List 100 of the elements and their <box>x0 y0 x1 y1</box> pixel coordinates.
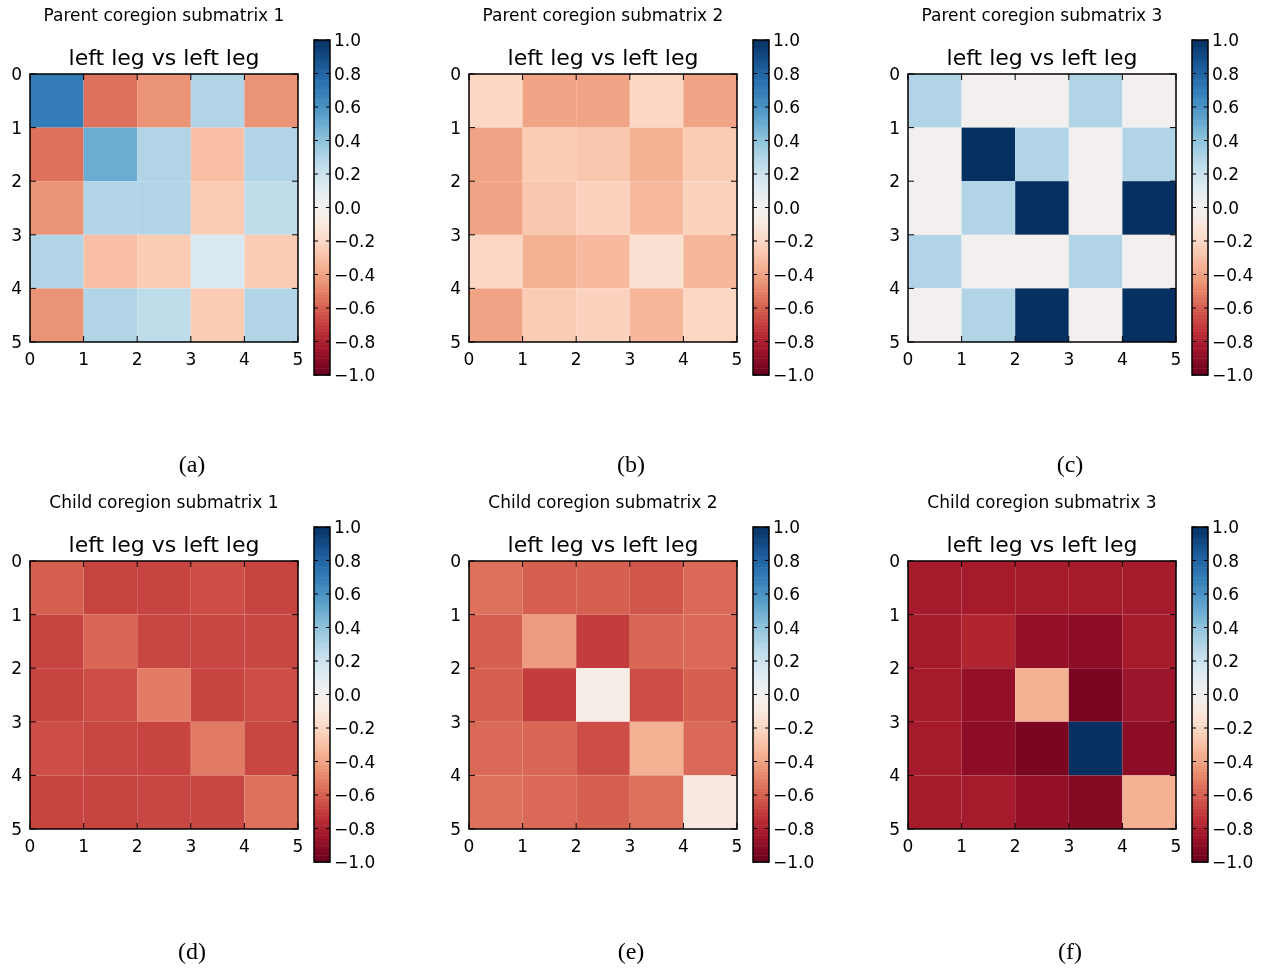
y-tick-label: 0 <box>889 551 900 571</box>
color-bar-label: 0.4 <box>773 617 801 638</box>
color-bar-label: −0.6 <box>773 785 815 805</box>
y-tick-label: 2 <box>450 171 461 192</box>
color-bar-label: 0.4 <box>1212 130 1240 151</box>
color-bar-label: −0.6 <box>334 785 376 805</box>
color-bar-label: −0.4 <box>334 751 376 772</box>
y-tick-label: 1 <box>889 604 900 625</box>
color-bar-label: 0.2 <box>1212 164 1240 184</box>
y-tick-label: 5 <box>889 332 900 352</box>
color-bar-label: 0.8 <box>334 63 362 84</box>
color-bar-label: 1.0 <box>1212 30 1240 50</box>
x-tick-label: 5 <box>1170 349 1182 369</box>
color-bar-label: 1.0 <box>1212 517 1240 537</box>
color-bar-label: −0.4 <box>773 751 815 772</box>
y-tick-label: 3 <box>11 224 22 245</box>
x-tick-label: 2 <box>1009 349 1021 369</box>
y-tick-label: 2 <box>11 171 22 192</box>
color-bar-label: 0.2 <box>773 164 801 184</box>
color-bar-label: 0.8 <box>773 550 801 571</box>
x-tick-label: 1 <box>956 349 968 369</box>
color-bar-label: 1.0 <box>334 30 362 50</box>
text: (f) <box>1058 938 1082 964</box>
y-tick-label: 0 <box>450 551 461 571</box>
x-tick-label: 0 <box>463 349 475 369</box>
chart-subtitle: left leg vs left leg <box>946 45 1138 70</box>
x-tick-label: 0 <box>902 836 914 856</box>
color-bar-label: −0.6 <box>773 298 815 318</box>
x-tick-label: 0 <box>902 349 914 369</box>
y-tick-label: 2 <box>450 658 461 679</box>
y-tick-label: 1 <box>450 604 461 625</box>
x-tick-label: 3 <box>185 836 197 856</box>
color-bar-label: 1.0 <box>773 517 801 537</box>
color-bar-label: −0.6 <box>1212 785 1254 805</box>
color-bar-label: −1.0 <box>773 365 815 385</box>
y-tick-label: 1 <box>11 604 22 625</box>
chart-subtitle: left leg vs left leg <box>68 45 260 70</box>
color-bar-label: 0.0 <box>773 197 801 218</box>
x-tick-label: 2 <box>570 349 582 369</box>
color-bar-label: 0.8 <box>1212 550 1240 571</box>
y-tick-label: 2 <box>11 658 22 679</box>
y-tick-label: 2 <box>889 658 900 679</box>
color-bar-label: 0.8 <box>1212 63 1240 84</box>
text: (d) <box>178 938 206 964</box>
y-tick-label: 0 <box>11 64 22 84</box>
y-tick-label: 5 <box>450 332 461 352</box>
color-bar-label: 0.4 <box>773 130 801 151</box>
chart-title: Child coregion submatrix 2 <box>488 492 718 512</box>
color-bar-label: −0.8 <box>773 331 815 352</box>
color-bar-label: −0.4 <box>1212 751 1254 772</box>
color-bar-label: 0.4 <box>334 130 362 151</box>
chart-subtitle: left leg vs left leg <box>507 532 699 557</box>
color-bar-label: 0.4 <box>334 617 362 638</box>
text: (e) <box>617 938 645 964</box>
y-tick-label: 4 <box>11 278 22 299</box>
y-tick-label: 0 <box>11 551 22 571</box>
color-bar-label: −0.6 <box>1212 298 1254 318</box>
y-tick-label: 4 <box>11 765 22 786</box>
x-tick-label: 4 <box>677 349 689 369</box>
x-tick-label: 2 <box>570 836 582 856</box>
y-tick-label: 4 <box>450 765 461 786</box>
color-bar-label: 0.6 <box>334 97 362 117</box>
color-bar-label: −0.2 <box>773 718 815 738</box>
color-bar-label: 0.4 <box>1212 617 1240 638</box>
x-tick-label: 1 <box>78 349 90 369</box>
x-tick-label: 0 <box>24 349 36 369</box>
color-bar-label: 0.6 <box>773 584 801 604</box>
color-bar-label: −0.2 <box>1212 718 1254 738</box>
y-tick-label: 3 <box>11 711 22 732</box>
color-bar-label: −0.8 <box>773 818 815 839</box>
x-tick-label: 1 <box>78 836 90 856</box>
color-bar-label: −1.0 <box>1212 365 1254 385</box>
color-bar-label: −0.2 <box>334 718 376 738</box>
x-tick-label: 4 <box>677 836 689 856</box>
y-tick-label: 4 <box>889 278 900 299</box>
y-tick-label: 0 <box>450 64 461 84</box>
color-bar-label: −0.4 <box>334 264 376 285</box>
color-bar-label: 0.2 <box>1212 651 1240 671</box>
y-tick-label: 3 <box>450 711 461 732</box>
x-tick-label: 3 <box>624 349 636 369</box>
color-bar-label: −0.4 <box>1212 264 1254 285</box>
x-tick-label: 4 <box>1116 836 1128 856</box>
color-bar-label: −0.4 <box>773 264 815 285</box>
y-tick-label: 0 <box>889 64 900 84</box>
chart-subtitle: left leg vs left leg <box>68 532 260 557</box>
color-bar-label: 1.0 <box>334 517 362 537</box>
x-tick-label: 0 <box>24 836 36 856</box>
color-bar-label: 0.2 <box>334 651 362 671</box>
y-tick-label: 4 <box>450 278 461 299</box>
y-tick-label: 4 <box>889 765 900 786</box>
color-bar-label: 0.6 <box>773 97 801 117</box>
x-tick-label: 0 <box>463 836 475 856</box>
x-tick-label: 2 <box>131 836 143 856</box>
color-bar-label: −0.8 <box>334 331 376 352</box>
x-tick-label: 4 <box>238 349 250 369</box>
y-tick-label: 5 <box>11 332 22 352</box>
color-bar-label: −0.6 <box>334 298 376 318</box>
x-tick-label: 5 <box>731 349 743 369</box>
color-bar-label: −1.0 <box>334 365 376 385</box>
color-bar-label: 0.6 <box>334 584 362 604</box>
